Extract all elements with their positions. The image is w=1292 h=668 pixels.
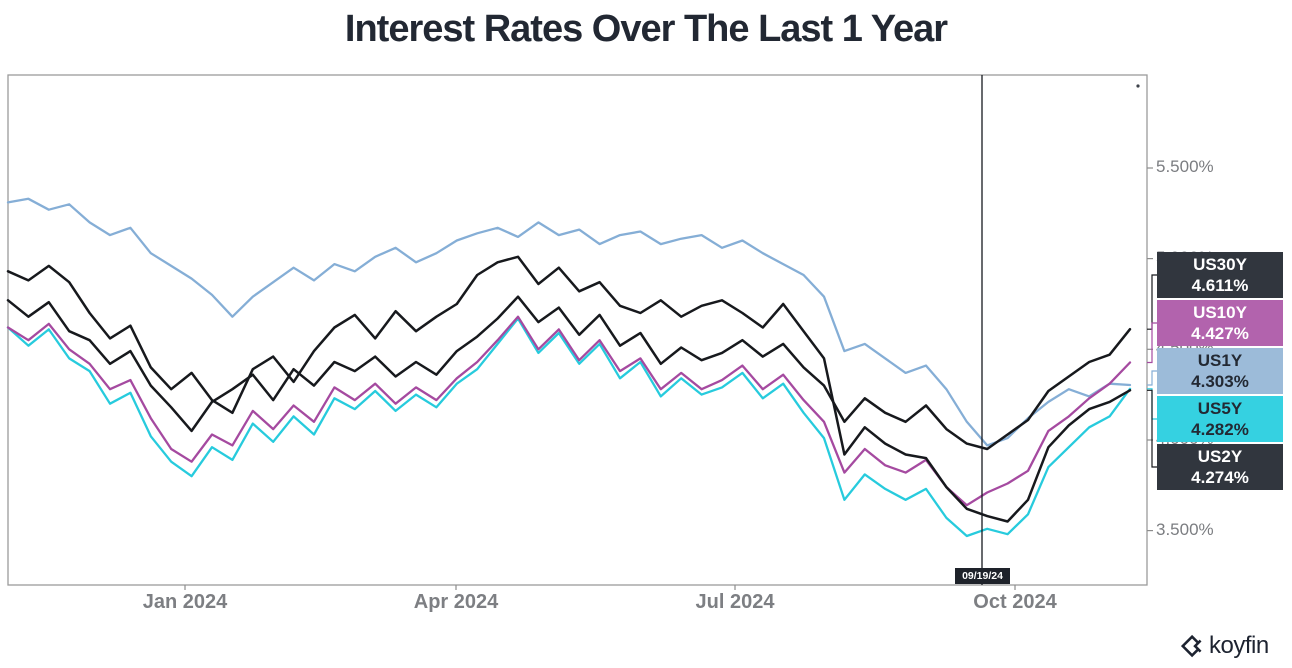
x-axis-label: Jan 2024 (142, 591, 228, 613)
koyfin-logo-icon (1181, 634, 1204, 657)
legend-badge-us30y: US30Y 4.611% (1157, 252, 1283, 298)
legend-badge-value: 4.303% (1191, 372, 1249, 391)
legend-badge-ticker: US2Y (1197, 447, 1243, 466)
legend-badge-value: 4.611% (1191, 276, 1249, 295)
legend-badge-ticker: US1Y (1197, 351, 1243, 370)
series-line-us30y[interactable] (6, 295, 1132, 451)
legend-badge-us10y: US10Y 4.427% (1157, 300, 1283, 346)
page-title: Interest Rates Over The Last 1 Year (344, 8, 948, 50)
series-line-us10y[interactable] (6, 315, 1132, 507)
badge-connector-us1y (1147, 370, 1157, 386)
badge-connector-us10y (1147, 322, 1157, 364)
badge-connector-us2y (1147, 389, 1157, 468)
crosshair-date-label: 09/19/24 (955, 568, 1010, 584)
plot-corner-dot (1136, 84, 1140, 88)
plot-border (7, 74, 1148, 586)
badge-connector-us30y (1147, 274, 1157, 330)
series-line-us2y[interactable] (6, 255, 1132, 523)
koyfin-logo-notch (1192, 637, 1204, 654)
x-axis-label: Apr 2024 (413, 591, 499, 613)
legend-badge-us1y: US1Y 4.303% (1157, 348, 1283, 394)
legend-badge-ticker: US5Y (1197, 399, 1243, 418)
legend-badge-us2y: US2Y 4.274% (1157, 444, 1283, 490)
y-axis-label: 5.500% (1156, 157, 1214, 176)
series-line-us1y[interactable] (6, 197, 1132, 447)
koyfin-logo-text: koyfin (1209, 632, 1269, 659)
series-line-us5y[interactable] (6, 317, 1132, 538)
legend-badge-ticker: US30Y (1193, 255, 1247, 274)
legend-badge-value: 4.427% (1191, 324, 1249, 343)
legend-badge-value: 4.282% (1191, 420, 1249, 439)
legend-badge-value: 4.274% (1191, 468, 1249, 487)
koyfin-watermark: koyfin (1181, 632, 1269, 660)
x-axis-label: Oct 2024 (973, 591, 1057, 613)
y-axis-label: 3.500% (1156, 519, 1214, 539)
x-axis-label: Jul 2024 (695, 591, 775, 613)
legend-badge-us5y: US5Y 4.282% (1157, 396, 1283, 442)
koyfin-logo-chevron (1193, 639, 1202, 653)
legend-badge-ticker: US10Y (1193, 303, 1247, 322)
